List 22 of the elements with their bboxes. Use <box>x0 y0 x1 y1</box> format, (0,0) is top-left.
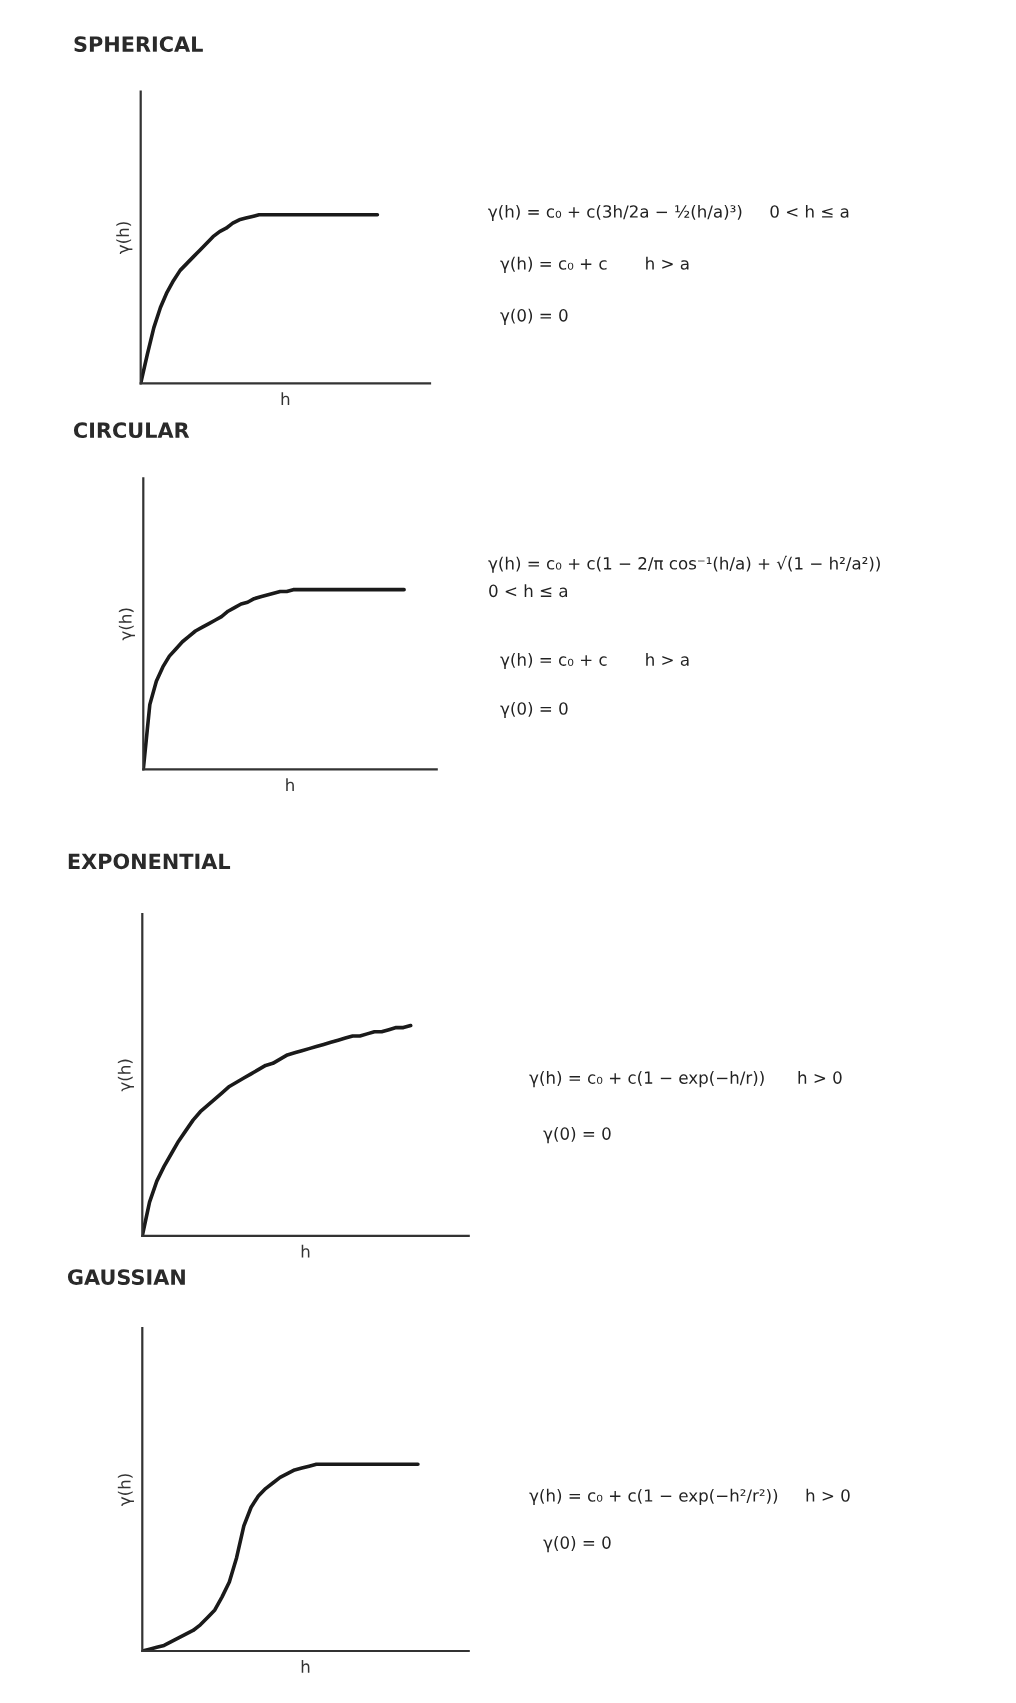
chart-title: SPHERICAL <box>74 36 203 52</box>
text: γ(0) = 0 <box>543 1127 611 1144</box>
y-axis-title: γ(h) <box>118 608 135 641</box>
chart-title: CIRCULAR <box>73 422 190 439</box>
x-axis-title: h <box>301 1660 310 1673</box>
text: γ(h) = c₀ + c(1 − exp(−h/r)) h > 0 <box>529 1071 842 1088</box>
x-axis-title: h <box>301 1244 310 1258</box>
text: γ(h) = c₀ + c h > a <box>500 256 689 273</box>
chart-title: EXPONENTIAL <box>68 853 231 870</box>
y-axis-title: γ(h) <box>117 1474 134 1506</box>
text: γ(0) = 0 <box>500 308 568 325</box>
y-axis-title: γ(h) <box>117 1059 134 1092</box>
x-axis-title: h <box>286 778 294 791</box>
text: γ(0) = 0 <box>500 701 568 718</box>
text: γ(h) = c₀ + c h > a <box>500 652 689 670</box>
text: γ(h) = c₀ + c(1 − exp(−h²/r²)) h > 0 <box>529 1488 850 1505</box>
text: γ(h) = c₀ + c(3h/2a − ½(h/a)³) 0 < h ≤ a <box>488 204 849 222</box>
text: γ(h) = c₀ + c(1 − 2/π cos⁻¹(h/a) + √(1 − h²/a²)) 0 < h ≤ a <box>488 555 880 598</box>
x-axis-title: h <box>281 392 290 405</box>
chart-title: GAUSSIAN <box>67 1269 185 1285</box>
y-axis-title: γ(h) <box>116 222 133 254</box>
text: γ(0) = 0 <box>543 1536 611 1553</box>
